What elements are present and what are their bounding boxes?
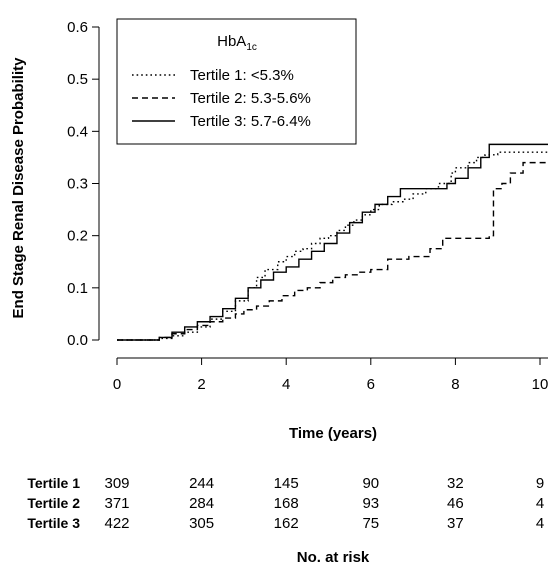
risk-value: 9 — [536, 475, 544, 492]
x-tick-label: 0 — [113, 376, 121, 393]
x-axis-title: Time (years) — [289, 425, 377, 442]
y-tick-label: 0.6 — [67, 19, 88, 36]
y-axis-title: End Stage Renal Disease Probability — [10, 57, 27, 319]
legend-entry-3: Tertile 3: 5.7-6.4% — [190, 113, 311, 130]
y-axis: 0.0 0.1 0.2 0.3 0.4 0.5 0.6 — [67, 19, 100, 349]
risk-table-title: No. at risk — [297, 549, 370, 566]
risk-value: 90 — [362, 475, 379, 492]
y-tick-label: 0.1 — [67, 280, 88, 297]
risk-value: 162 — [274, 515, 299, 532]
x-tick-label: 8 — [451, 376, 459, 393]
y-tick-label: 0.5 — [67, 71, 88, 88]
risk-value: 46 — [447, 495, 464, 512]
risk-table: Tertile 1 309 244 145 90 32 9 Tertile 2 371 284 16… — [27, 475, 544, 532]
legend-box — [116, 18, 357, 145]
risk-value: 422 — [104, 515, 129, 532]
x-tick-label: 6 — [367, 376, 375, 393]
legend-title: HbA1c — [217, 33, 257, 53]
series-line-1 — [117, 151, 548, 341]
y-tick-label: 0.3 — [67, 176, 88, 193]
legend-title-subscript: 1c — [246, 42, 257, 53]
legend-entry-2: Tertile 2: 5.3-5.6% — [190, 90, 311, 107]
risk-value: 145 — [274, 475, 299, 492]
legend-title-base: HbA — [217, 33, 246, 50]
legend-entry-1: Tertile 1: <5.3% — [190, 67, 294, 84]
series-layer — [117, 143, 548, 341]
risk-value: 37 — [447, 515, 464, 532]
y-tick-label: 0.2 — [67, 228, 88, 245]
risk-value: 284 — [189, 495, 214, 512]
risk-value: 4 — [536, 495, 544, 512]
risk-value: 32 — [447, 475, 464, 492]
risk-value: 305 — [189, 515, 214, 532]
x-tick-label: 2 — [197, 376, 205, 393]
risk-row-label: Tertile 3 — [27, 515, 80, 531]
legend: HbA1c Tertile 1: <5.3% Tertile 2: 5.3-5.6%… — [116, 18, 357, 145]
x-tick-label: 4 — [282, 376, 290, 393]
y-tick-label: 0.0 — [67, 332, 88, 349]
risk-value: 4 — [536, 515, 544, 532]
x-tick-label: 10 — [532, 376, 548, 393]
series-line-2 — [117, 161, 548, 341]
risk-value: 168 — [274, 495, 299, 512]
risk-row-label: Tertile 1 — [27, 475, 80, 491]
risk-value: 244 — [189, 475, 214, 492]
series-line-3 — [117, 143, 548, 341]
risk-value: 75 — [362, 515, 379, 532]
risk-value: 93 — [362, 495, 379, 512]
risk-value: 371 — [104, 495, 129, 512]
x-axis: 0 2 4 6 8 10 — [113, 357, 548, 393]
risk-row-label: Tertile 2 — [27, 495, 80, 511]
risk-value: 309 — [104, 475, 129, 492]
y-tick-label: 0.4 — [67, 123, 88, 140]
